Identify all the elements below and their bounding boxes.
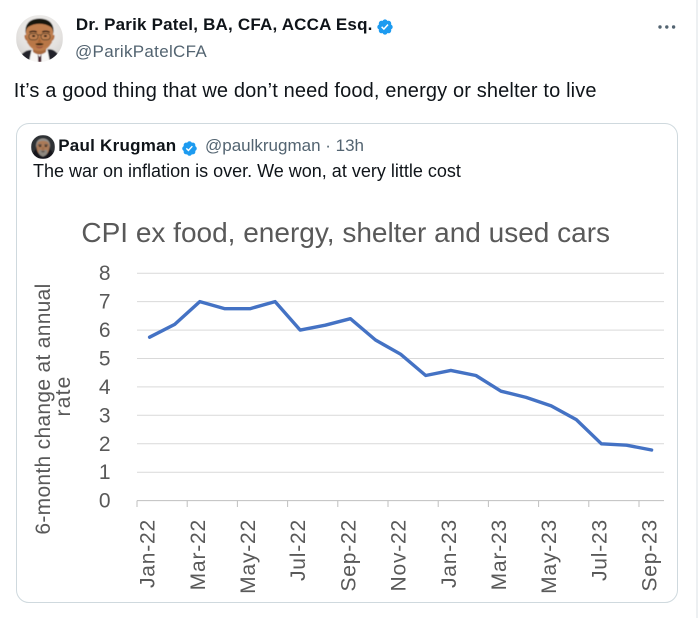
svg-text:7: 7	[99, 291, 111, 314]
svg-text:1: 1	[99, 461, 111, 484]
svg-text:Sep-22: Sep-22	[337, 519, 360, 592]
svg-text:Jul-22: Jul-22	[287, 519, 310, 581]
svg-text:rate: rate	[52, 376, 75, 417]
svg-text:May-23: May-23	[538, 519, 561, 594]
svg-text:3: 3	[99, 404, 111, 427]
svg-text:2: 2	[99, 433, 111, 456]
svg-text:Mar-22: Mar-22	[187, 519, 210, 590]
svg-text:5: 5	[99, 348, 111, 371]
svg-text:4: 4	[99, 376, 111, 399]
svg-text:CPI ex food, energy, shelter a: CPI ex food, energy, shelter and used ca…	[81, 217, 610, 248]
svg-text:6: 6	[99, 319, 111, 342]
svg-text:Nov-22: Nov-22	[388, 519, 411, 592]
svg-text:Jan-23: Jan-23	[438, 519, 461, 588]
svg-text:Mar-23: Mar-23	[488, 519, 511, 590]
svg-text:8: 8	[99, 262, 111, 285]
svg-text:Jul-23: Jul-23	[588, 519, 611, 581]
svg-text:6-month change at annual: 6-month change at annual	[32, 283, 55, 534]
svg-text:0: 0	[99, 490, 111, 513]
svg-text:Jan-22: Jan-22	[137, 519, 160, 588]
svg-text:Sep-23: Sep-23	[639, 519, 662, 592]
svg-text:May-22: May-22	[237, 519, 260, 594]
